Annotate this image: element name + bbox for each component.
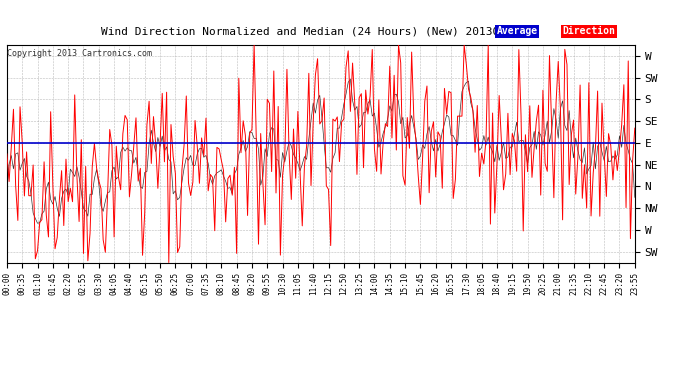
Text: Copyright 2013 Cartronics.com: Copyright 2013 Cartronics.com [7,49,152,58]
Text: Direction: Direction [562,26,615,36]
Text: Average: Average [497,26,538,36]
Text: Wind Direction Normalized and Median (24 Hours) (New) 20130908: Wind Direction Normalized and Median (24… [101,26,520,36]
